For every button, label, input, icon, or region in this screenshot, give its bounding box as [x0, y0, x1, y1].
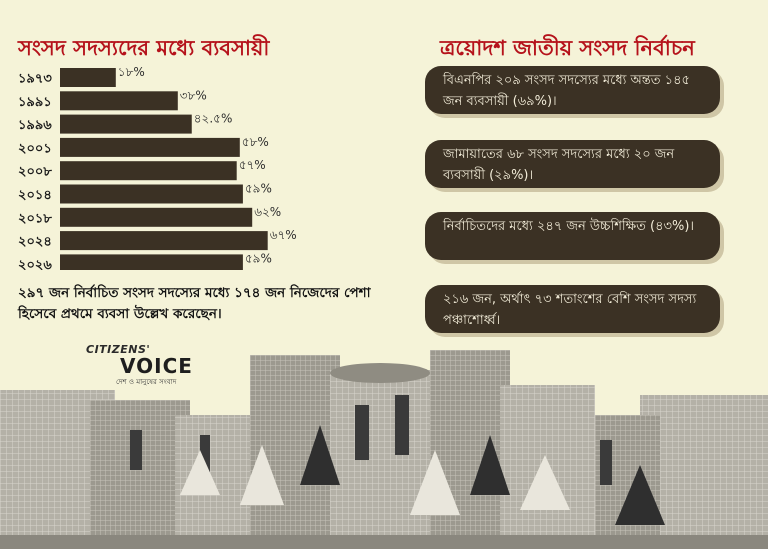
logo-text-citizens: CITIZENS'	[86, 343, 151, 356]
info-card-jamaat: জামায়াতের ৬৮ সংসদ সদস্যের মধ্যে ২০ জন ব…	[425, 140, 720, 188]
parliament-building-illustration	[0, 350, 768, 549]
value-label: ৬৭%	[270, 228, 297, 242]
value-label: ১৮%	[118, 65, 145, 79]
election-title: ত্রয়োদশ জাতীয় সংসদ নির্বাচন	[440, 36, 695, 60]
summary-text: ২৯৭ জন নির্বাচিত সংসদ সদস্যের মধ্যে ১৭৪ …	[18, 285, 371, 322]
value-label: ৫৯%	[245, 182, 272, 196]
info-card-education: নির্বাচিতদের মধ্যে ২৪৭ জন উচ্চশিক্ষিত (৪…	[425, 212, 720, 260]
bar	[60, 231, 268, 251]
year-label: ১৯৯১	[18, 95, 52, 110]
year-label: ২০২৪	[18, 235, 52, 250]
year-label: ২০০১	[18, 141, 52, 156]
year-label: ১৯৯৬	[18, 118, 52, 133]
value-label: ৬২%	[254, 205, 281, 219]
year-label: ১৯৭৩	[18, 72, 52, 87]
bar	[60, 68, 116, 87]
value-label: ৫৯%	[245, 251, 272, 265]
year-label: ২০১৮	[18, 211, 52, 226]
info-card-bnp: বিএনপির ২০৯ সংসদ সদস্যের মধ্যে অন্তত ১৪৫…	[425, 66, 720, 114]
year-label: ২০০৮	[18, 165, 52, 180]
business-mp-bar-chart: ১৯৭৩ ১৮% ১৯৯১ ৩৮% ১৯৯৬ ৪২.৫% ২০০১ ৫৮% ২০০৮ ৫৭% ২০১…	[18, 65, 297, 270]
info-card-age: ২১৬ জন, অর্থাৎ ৭৩ শতাংশের বেশি সংসদ সদস্…	[425, 285, 720, 333]
year-label: ২০১৪	[18, 188, 52, 203]
value-label: ৪২.৫%	[194, 112, 233, 126]
value-label: ৫৭%	[239, 158, 266, 172]
logo-text-voice: VOICE	[120, 354, 193, 378]
bar	[60, 161, 237, 181]
bar	[60, 184, 243, 204]
value-label: ৫৮%	[242, 135, 269, 149]
logo-tagline: দেশ ও মানুষের সংবাদ	[116, 378, 177, 386]
citizens-voice-logo: CITIZENS' VOICE দেশ ও মানুষের সংবাদ	[86, 343, 196, 388]
bar	[60, 254, 243, 270]
bar	[60, 114, 192, 134]
year-label: ২০২৬	[18, 258, 52, 270]
bar	[60, 91, 178, 111]
bar	[60, 207, 253, 227]
bar	[60, 137, 240, 157]
chart-title: সংসদ সদস্যদের মধ্যে ব্যবসায়ী	[18, 36, 270, 60]
value-label: ৩৮%	[180, 88, 207, 102]
